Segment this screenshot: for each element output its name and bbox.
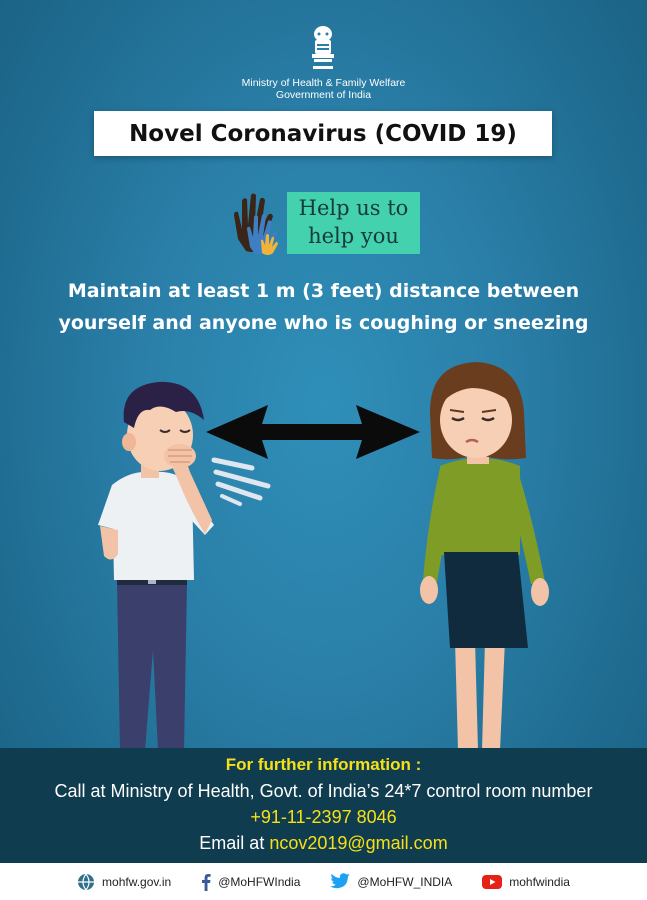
cough-spray-icon bbox=[211, 457, 271, 506]
globe-icon bbox=[78, 873, 95, 890]
email-address-link[interactable]: ncov2019@gmail.com bbox=[269, 833, 448, 853]
ministry-name: Ministry of Health & Family Welfare bbox=[241, 77, 406, 89]
footer: mohfw.gov.in @MoHFWIndia @MoHFW_INDIA mo… bbox=[0, 863, 647, 900]
title-banner: Novel Coronavirus (COVID 19) bbox=[94, 111, 552, 156]
help-us-badge: Help us to help you bbox=[287, 192, 420, 254]
distancing-illustration bbox=[98, 362, 549, 750]
twitter-handle[interactable]: @MoHFW_INDIA bbox=[357, 874, 453, 889]
twitter-icon bbox=[330, 873, 351, 889]
facebook-icon bbox=[202, 873, 211, 891]
email-prefix: Email at bbox=[199, 833, 270, 853]
coughing-man-figure bbox=[98, 381, 214, 750]
national-emblem-icon bbox=[312, 26, 334, 69]
info-heading: For further information : bbox=[225, 755, 422, 774]
website-link[interactable]: mohfw.gov.in bbox=[102, 874, 172, 889]
control-room-phone[interactable]: +91-11-2397 8046 bbox=[250, 807, 397, 827]
help-badge-line2: help you bbox=[308, 224, 399, 248]
control-room-text: Call at Ministry of Health, Govt. of Ind… bbox=[54, 781, 593, 801]
email-line: Email at ncov2019@gmail.com bbox=[0, 832, 647, 854]
footer-facebook[interactable]: @MoHFWIndia bbox=[201, 873, 300, 891]
facebook-handle[interactable]: @MoHFWIndia bbox=[218, 874, 301, 889]
footer-website[interactable]: mohfw.gov.in bbox=[77, 873, 171, 891]
footer-youtube[interactable]: mohfwindia bbox=[482, 874, 570, 889]
info-panel: For further information : Call at Minist… bbox=[0, 748, 647, 863]
helping-hands-icon bbox=[234, 193, 278, 255]
government-name: Government of India bbox=[275, 89, 372, 101]
woman-figure bbox=[420, 362, 549, 750]
footer-twitter[interactable]: @MoHFW_INDIA bbox=[330, 873, 452, 890]
distance-message-line2: yourself and anyone who is coughing or s… bbox=[58, 312, 589, 334]
help-badge-line1: Help us to bbox=[298, 196, 409, 220]
distance-message-line1: Maintain at least 1 m (3 feet) distance … bbox=[67, 280, 580, 302]
youtube-icon bbox=[482, 874, 503, 889]
youtube-channel[interactable]: mohfwindia bbox=[509, 874, 570, 889]
page-title: Novel Coronavirus (COVID 19) bbox=[129, 120, 517, 147]
distance-arrow-icon bbox=[206, 405, 420, 459]
